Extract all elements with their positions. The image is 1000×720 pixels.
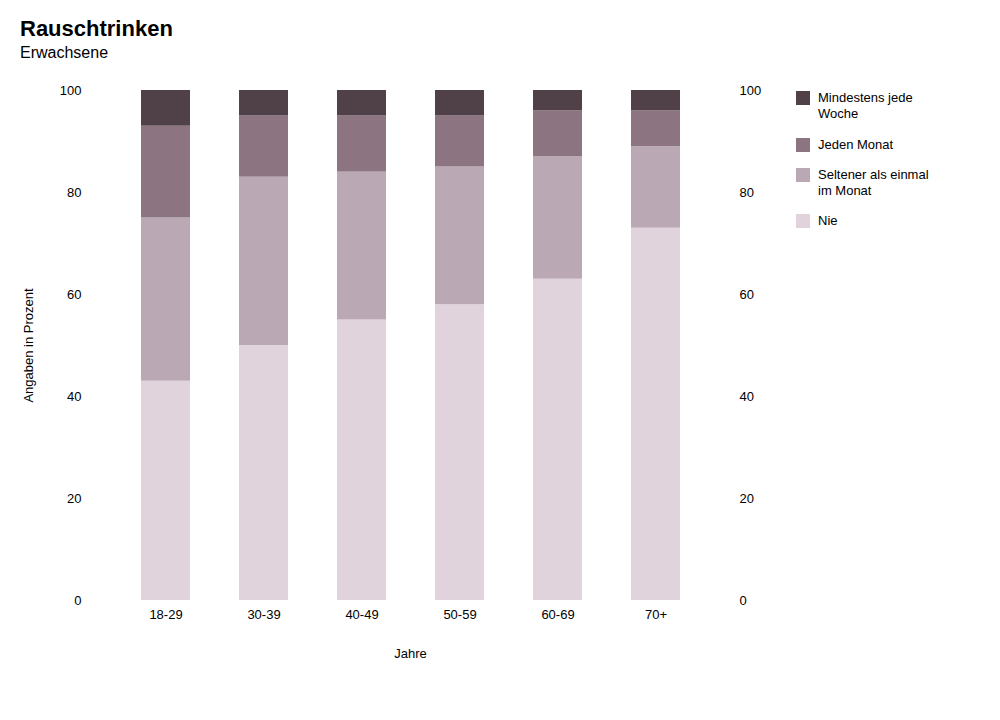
svg-text:50-59: 50-59 [443,607,476,622]
svg-text:Angaben in Prozent: Angaben in Prozent [21,288,36,403]
html-text:Jeden Monat: Jeden Monat [818,136,894,152]
html-text:Nie: Nie [818,213,838,229]
html-text:Mindestens jede Woche: Mindestens jede Woche [818,90,913,122]
svg-text:80: 80 [740,185,754,200]
svg-text:40: 40 [740,389,754,404]
svg-text:60: 60 [740,287,754,302]
svg-text:40-49: 40-49 [345,607,378,622]
html-text:Seltener als einmal im Monat: Seltener als einmal im Monat [818,166,929,198]
svg-text:0: 0 [740,593,747,608]
svg-text:Jahre: Jahre [394,646,427,661]
html-text:Rauschtrinken: Rauschtrinken [20,16,173,41]
svg-text:30-39: 30-39 [247,607,280,622]
svg-text:20: 20 [740,491,754,506]
svg-text:0: 0 [74,593,81,608]
svg-text:70+: 70+ [645,607,667,622]
svg-text:60: 60 [67,287,81,302]
html-text:Erwachsene: Erwachsene [20,44,108,61]
svg-text:100: 100 [740,83,762,98]
svg-text:100: 100 [60,83,82,98]
svg-text:60-69: 60-69 [541,607,574,622]
svg-text:20: 20 [67,491,81,506]
svg-text:18-29: 18-29 [149,607,182,622]
svg-text:80: 80 [67,185,81,200]
svg-text:40: 40 [67,389,81,404]
